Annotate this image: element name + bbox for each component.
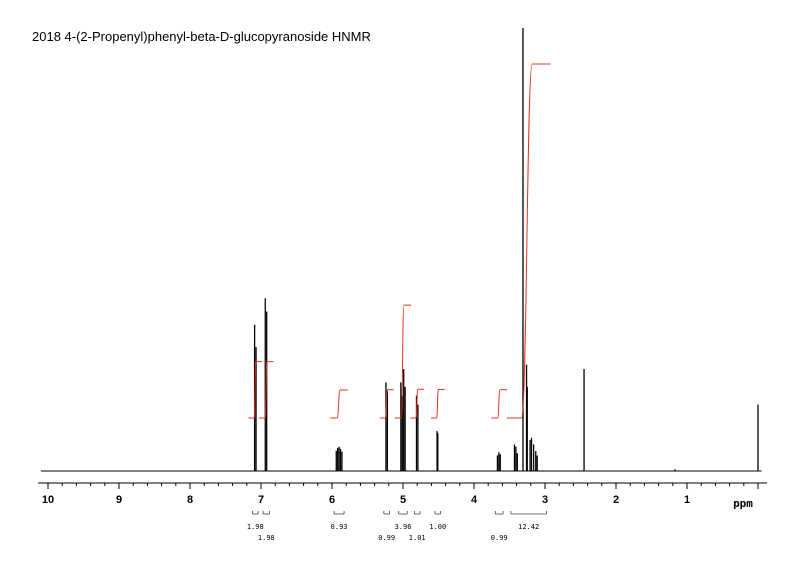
x-tick-label: 8 [187,494,193,506]
x-tick-label: 9 [116,494,122,506]
chart-title: 2018 4-(2-Propenyl)phenyl-beta-D-glucopy… [32,29,371,44]
integral-value-6: 1.00 [429,523,446,531]
x-tick-label: 6 [329,494,335,506]
integral-curve-2 [330,389,349,419]
integral-curve-3 [379,389,394,419]
integral-value-0: 1.98 [247,523,264,531]
integral-curve-6 [430,389,445,419]
integral-curve-5 [410,388,425,419]
x-tick-label: 1 [684,494,690,506]
x-axis-label: ppm [733,497,753,510]
x-tick-label: 4 [471,494,478,506]
integral-curve-1 [259,361,274,419]
x-tick-label: 2 [613,494,619,506]
integral-curve-4 [394,304,412,419]
x-tick-label: 7 [258,494,264,506]
integral-value-2: 0.93 [331,523,348,531]
integral-curve-0 [248,361,263,419]
integral-value-3: 0.99 [378,534,395,542]
x-tick-label: 10 [42,494,54,506]
integral-value-1: 1.98 [258,534,275,542]
integral-curve-7 [491,389,508,419]
integral-value-4: 3.96 [395,523,412,531]
integral-value-7: 0.99 [491,534,508,542]
integral-value-5: 1.01 [409,534,426,542]
x-tick-label: 3 [542,494,548,506]
integral-curve-8 [506,63,551,419]
integral-value-8: 12.42 [518,523,539,531]
x-tick-label: 5 [400,494,406,506]
